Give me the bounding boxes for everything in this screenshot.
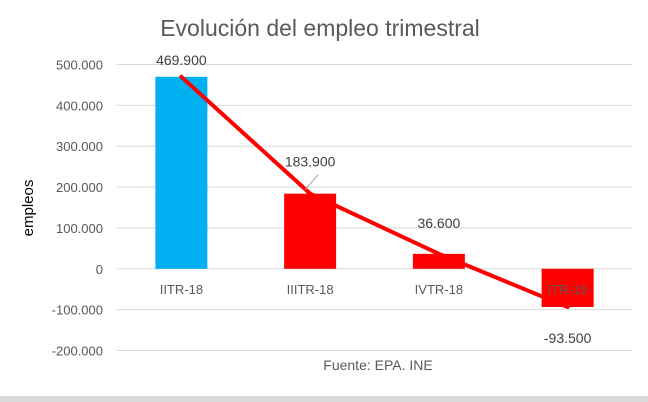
y-tick-label: -100.000 [52, 303, 103, 318]
x-tick-label: IVTR-18 [415, 282, 463, 297]
bars [155, 76, 594, 307]
y-tick-label: 200.000 [56, 180, 103, 195]
y-tick-label: 300.000 [56, 139, 103, 154]
window-bottom-border [0, 396, 648, 402]
data-label: -93.500 [544, 330, 592, 346]
y-tick-label: 0 [96, 262, 103, 277]
x-tick-label: ITR-19 [548, 282, 588, 297]
x-tick-labels: IITR-18 IIITR-18 IVTR-18 ITR-19 [160, 282, 588, 297]
data-label-leader [304, 174, 319, 190]
y-tick-label: 400.000 [56, 98, 103, 113]
bar [284, 193, 337, 269]
x-tick-label: IIITR-18 [287, 282, 334, 297]
data-labels: 469.900 183.900 36.600 -93.500 [156, 52, 592, 346]
source-label: Fuente: EPA. INE [323, 357, 432, 373]
data-label: 36.600 [417, 215, 460, 231]
data-label: 469.900 [156, 52, 207, 68]
y-axis-label: empleos [20, 180, 37, 237]
chart-title: Evolución del empleo trimestral [160, 15, 480, 41]
trend-line [179, 74, 570, 309]
x-tick-label: IITR-18 [160, 282, 203, 297]
y-tick-label: -200.000 [52, 344, 103, 359]
bar [155, 76, 208, 269]
trend-line-path [179, 74, 570, 309]
y-tick-label: 100.000 [56, 221, 103, 236]
y-tick-labels: 500.000 400.000 300.000 200.000 100.000 0 -100… [52, 58, 103, 359]
y-tick-label: 500.000 [56, 58, 103, 73]
data-label: 183.900 [285, 154, 336, 170]
